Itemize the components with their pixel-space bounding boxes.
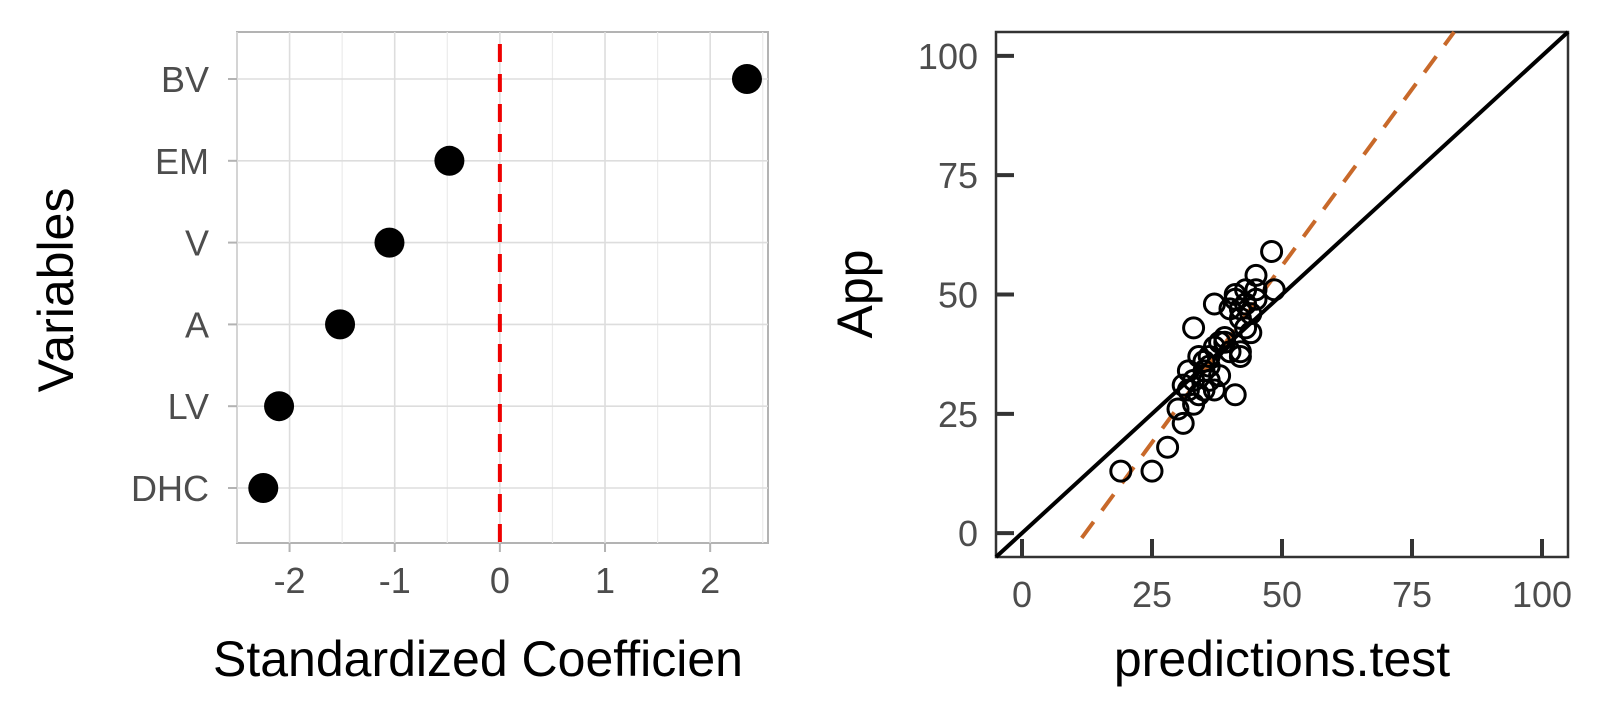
- coefficient-point: [374, 227, 405, 258]
- prediction-chart: 0 25 50 75 100 0 25 50 75 100 predictions.test A…: [827, 30, 1572, 687]
- coefficient-point: [325, 309, 356, 340]
- x-tick-label: -1: [379, 560, 411, 601]
- prediction-point: [1171, 411, 1195, 435]
- y-tick-label: EM: [155, 141, 209, 182]
- prediction-point: [1213, 325, 1237, 349]
- x-axis-ticks-2: 0 25 50 75 100: [1012, 539, 1572, 615]
- x-tick-label: 1: [595, 560, 615, 601]
- x-tick-label: -2: [274, 560, 306, 601]
- y-tick-label: 50: [938, 275, 978, 316]
- prediction-point: [1234, 316, 1258, 340]
- x-axis-ticks-1: -2 -1 0 1 2: [274, 543, 720, 601]
- prediction-point: [1244, 287, 1268, 311]
- y-tick-label: 100: [918, 36, 978, 77]
- prediction-point: [1202, 378, 1226, 402]
- y-tick-label: DHC: [131, 468, 209, 509]
- prediction-point: [1109, 459, 1133, 483]
- coefficient-point: [264, 391, 295, 422]
- coefficient-point: [248, 473, 279, 503]
- x-tick-label: 0: [490, 560, 510, 601]
- y-axis-ticks-1: BV EM VA LV DHC: [131, 59, 237, 509]
- y-tick-label: V: [185, 223, 209, 264]
- x-tick-label: 100: [1512, 574, 1572, 615]
- fit-line: [1080, 30, 1456, 540]
- y-tick-label: 25: [938, 394, 978, 435]
- plot-panel-1: [236, 31, 769, 544]
- prediction-points: [1109, 240, 1286, 483]
- prediction-point: [1202, 292, 1226, 316]
- coefficient-chart: -2 -1 0 1 2 BV EM VA LV DHC Standardized Coeffic…: [28, 31, 769, 687]
- x-axis-title-1: Standardized Coefficien: [213, 631, 743, 687]
- x-tick-label: 0: [1012, 574, 1032, 615]
- prediction-point: [1208, 364, 1232, 388]
- y-tick-label: LV: [168, 386, 209, 427]
- prediction-point: [1182, 316, 1206, 340]
- prediction-point: [1156, 435, 1180, 459]
- prediction-point: [1260, 240, 1284, 264]
- prediction-point: [1244, 263, 1268, 287]
- y-axis-title-2: App: [827, 250, 883, 339]
- coefficient-point: [731, 64, 762, 94]
- x-tick-label: 2: [700, 560, 720, 601]
- prediction-point: [1262, 278, 1286, 302]
- x-axis-title-2: predictions.test: [1114, 631, 1450, 687]
- x-tick-label: 50: [1262, 574, 1302, 615]
- prediction-point: [1228, 340, 1252, 364]
- y-tick-label: BV: [161, 59, 209, 100]
- prediction-point: [1140, 459, 1164, 483]
- prediction-point: [1218, 340, 1242, 364]
- coefficient-point: [434, 145, 465, 176]
- y-tick-label: A: [185, 304, 209, 345]
- y-tick-label: 75: [938, 155, 978, 196]
- prediction-point: [1223, 383, 1247, 407]
- y-tick-label: 0: [958, 513, 978, 554]
- prediction-point: [1239, 302, 1263, 326]
- y-axis-title-1: Variables: [28, 188, 84, 393]
- x-tick-label: 25: [1132, 574, 1172, 615]
- prediction-point: [1244, 278, 1268, 302]
- gridlines-1: [236, 32, 768, 543]
- prediction-point: [1166, 397, 1190, 421]
- y-axis-ticks-2: 0 25 50 75 100: [918, 36, 1014, 554]
- coefficient-points: [248, 64, 762, 503]
- x-tick-label: 75: [1392, 574, 1432, 615]
